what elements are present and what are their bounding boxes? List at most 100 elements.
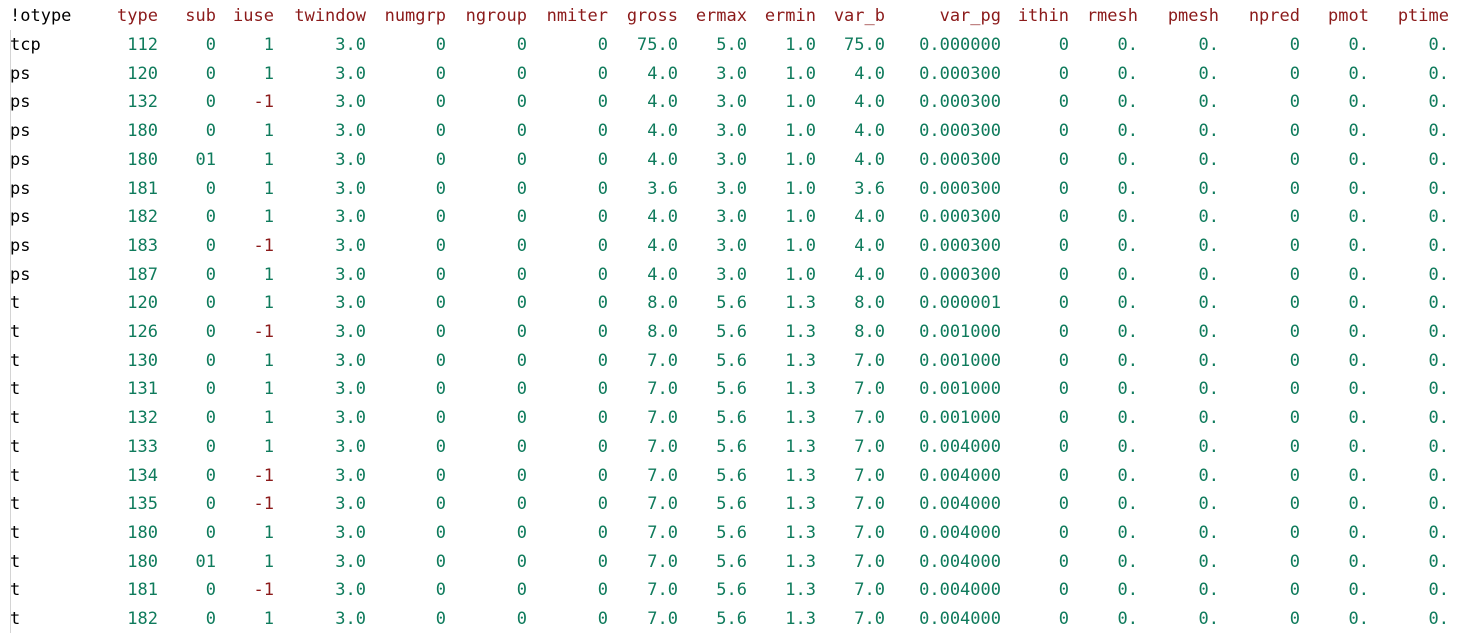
cell-ermax: 5.6 (716, 293, 747, 314)
cell-gross: 75.0 (637, 35, 678, 55)
cell-sub: 0 (205, 379, 216, 400)
cell-gross: 7.0 (647, 551, 678, 572)
cell-twindow: 3.0 (335, 551, 366, 572)
cell-ptime: 0. (1428, 235, 1449, 256)
cell-ermax: 3.0 (716, 149, 747, 170)
cell-var_pg: 0.000300 (919, 264, 1001, 285)
cell-ithin: 0 (1058, 63, 1069, 84)
table-row: ps 180 01 1 3.0 0 0 0 4.0 3.0 1.0 4.0 0.000300 0 0. 0. 0… (0, 146, 1467, 175)
cell-iuse: -1 (253, 235, 274, 256)
cell-twindow: 3.0 (335, 580, 366, 601)
cell-iuse: 1 (263, 121, 274, 142)
cell-otype: t (10, 322, 21, 342)
cell-ermin: 1.0 (785, 264, 816, 285)
cell-ithin: 0 (1058, 436, 1069, 457)
cell-gross: 4.0 (647, 63, 678, 84)
cell-sub: 01 (195, 551, 216, 572)
cell-var_pg: 0.000300 (919, 149, 1001, 170)
cell-numgrp: 0 (435, 322, 446, 342)
cell-numgrp: 0 (435, 379, 446, 400)
cell-var_pg: 0.000300 (919, 92, 1001, 113)
cell-pmesh: 0. (1198, 264, 1219, 285)
cell-ptime: 0. (1428, 293, 1449, 314)
indent-guide (10, 30, 11, 633)
table-row: ps 132 0 -1 3.0 0 0 0 4.0 3.0 1.0 4.0 0.000300 0 0. 0. 0… (0, 88, 1467, 117)
cell-var_b: 4.0 (854, 149, 885, 170)
cell-ermin: 1.0 (785, 63, 816, 84)
cell-rmesh: 0. (1117, 121, 1138, 142)
cell-twindow: 3.0 (335, 465, 366, 486)
cell-npred: 0 (1289, 580, 1300, 601)
cell-otype: t (10, 522, 21, 543)
cell-numgrp: 0 (435, 121, 446, 142)
cell-otype: ps (10, 235, 31, 256)
cell-ermax: 3.0 (716, 264, 747, 285)
cell-var_b: 3.6 (854, 178, 885, 199)
cell-npred: 0 (1289, 436, 1300, 457)
cell-sub: 01 (195, 149, 216, 170)
cell-otype: ps (10, 121, 31, 142)
header-ngroup: ngroup (465, 6, 527, 26)
cell-ngroup: 0 (516, 436, 527, 457)
header-pmot: pmot (1328, 6, 1369, 26)
cell-ngroup: 0 (516, 149, 527, 170)
cell-twindow: 3.0 (335, 350, 366, 371)
cell-var_b: 4.0 (854, 235, 885, 256)
cell-otype: t (10, 494, 21, 515)
cell-sub: 0 (205, 264, 216, 285)
cell-pmesh: 0. (1198, 408, 1219, 429)
table-row: t 180 0 1 3.0 0 0 0 7.0 5.6 1.3 7.0 0.004000 0 0. 0. 0 0.… (0, 519, 1467, 548)
cell-var_pg: 0.004000 (919, 522, 1001, 543)
table-header-row: !otype type sub iuse twindow numgrp ngroup nmit… (0, 2, 1467, 31)
cell-twindow: 3.0 (335, 207, 366, 228)
cell-type: 135 (127, 494, 158, 515)
cell-ermin: 1.3 (785, 379, 816, 400)
cell-ptime: 0. (1428, 580, 1449, 601)
cell-pmot: 0. (1348, 121, 1369, 142)
cell-nmiter: 0 (597, 465, 608, 486)
cell-sub: 0 (205, 436, 216, 457)
cell-ngroup: 0 (516, 63, 527, 84)
cell-otype: t (10, 609, 21, 629)
cell-ptime: 0. (1428, 92, 1449, 113)
cell-type: 181 (127, 178, 158, 199)
cell-ptime: 0. (1428, 322, 1449, 342)
cell-var_pg: 0.004000 (919, 580, 1001, 601)
cell-ithin: 0 (1058, 35, 1069, 55)
cell-npred: 0 (1289, 35, 1300, 55)
cell-type: 120 (127, 63, 158, 84)
table-row: t 132 0 1 3.0 0 0 0 7.0 5.6 1.3 7.0 0.001000 0 0. 0. 0 0.… (0, 404, 1467, 433)
cell-pmesh: 0. (1198, 35, 1219, 55)
cell-iuse: 1 (263, 63, 274, 84)
table-row: t 134 0 -1 3.0 0 0 0 7.0 5.6 1.3 7.0 0.004000 0 0. 0. 0 0… (0, 462, 1467, 491)
cell-ithin: 0 (1058, 235, 1069, 256)
cell-ermax: 5.6 (716, 551, 747, 572)
cell-var_pg: 0.000300 (919, 121, 1001, 142)
cell-rmesh: 0. (1117, 379, 1138, 400)
cell-ermin: 1.0 (785, 149, 816, 170)
cell-ermax: 5.6 (716, 609, 747, 629)
cell-iuse: -1 (253, 465, 274, 486)
cell-ithin: 0 (1058, 465, 1069, 486)
cell-var_b: 7.0 (854, 494, 885, 515)
cell-nmiter: 0 (597, 379, 608, 400)
cell-ptime: 0. (1428, 207, 1449, 228)
cell-var_b: 7.0 (854, 551, 885, 572)
cell-var_pg: 0.004000 (919, 494, 1001, 515)
header-npred: npred (1248, 6, 1300, 26)
cell-nmiter: 0 (597, 63, 608, 84)
cell-iuse: 1 (263, 551, 274, 572)
cell-numgrp: 0 (435, 408, 446, 429)
cell-var_b: 8.0 (854, 293, 885, 314)
cell-ptime: 0. (1428, 408, 1449, 429)
cell-ngroup: 0 (516, 609, 527, 629)
cell-pmot: 0. (1348, 149, 1369, 170)
cell-gross: 7.0 (647, 408, 678, 429)
cell-sub: 0 (205, 293, 216, 314)
cell-npred: 0 (1289, 322, 1300, 342)
cell-numgrp: 0 (435, 63, 446, 84)
cell-var_pg: 0.000000 (919, 35, 1001, 55)
cell-numgrp: 0 (435, 436, 446, 457)
cell-nmiter: 0 (597, 609, 608, 629)
